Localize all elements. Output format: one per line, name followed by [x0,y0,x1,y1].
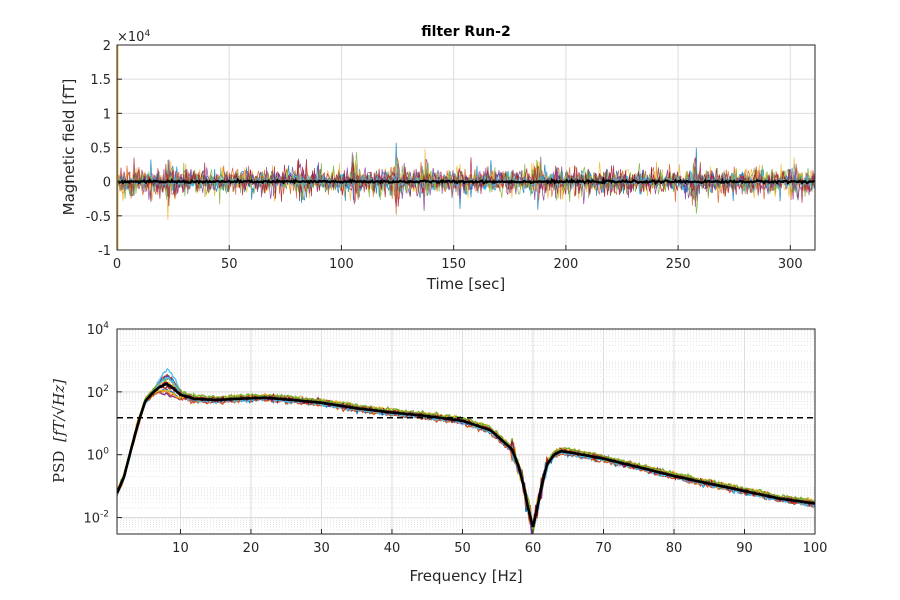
psd-x-tick-label-9: 100 [803,541,828,556]
psd-plot-frame [116,328,816,535]
psd-y-tick-label-3: 104 [87,321,110,338]
psd-y-tick-base: 10 [87,386,104,401]
psd-y-tick-power: 2 [103,384,109,394]
time-x-tick-label-1: 50 [221,257,238,272]
time-x-tick-label-3: 150 [441,257,466,272]
y-exponent-base: ×10 [117,30,144,45]
psd-y-tick-base: 10 [87,323,104,338]
time-x-tick-label-6: 300 [778,257,803,272]
time-y-tick-label-3: 0.5 [90,142,111,157]
time-y-axis-label: Magnetic field [fT] [60,79,78,216]
time-y-tick-label-4: 1 [103,107,111,122]
psd-x-tick-label-2: 30 [313,541,330,556]
psd-y-axis-label: PSD [fT/√Hz] [50,379,68,483]
psd-y-tick-label-1: 100 [87,447,110,464]
psd-x-tick-label-6: 70 [595,541,612,556]
psd-mean-trace [117,382,815,528]
chart-title: filter Run-2 [421,24,510,40]
psd-x-tick-label-8: 90 [736,541,753,556]
time-mean-trace [117,176,815,186]
psd-y-tick-label-2: 102 [87,384,109,401]
time-y-tick-label-5: 1.5 [90,73,111,88]
time-x-axis-label: Time [sec] [426,275,505,293]
psd-x-tick-label-3: 40 [384,541,401,556]
psd-y-tick-label-0: 10-2 [83,510,109,527]
psd-y-tick-power: 0 [103,447,109,457]
psd-y-tick-base: 10 [83,512,100,527]
time-plot-ticks: 0 50 100 150 200 250 300 -1 -0.5 0 0.5 1 1.5 2 [86,39,803,272]
psd-channel-trace-11 [117,377,815,533]
psd-y-tick-base: 10 [87,449,104,464]
psd-plot-background [117,329,815,534]
psd-y-axis-label-prefix: PSD [50,451,68,483]
time-y-tick-label-1: -0.5 [86,210,111,225]
y-exponent-power: 4 [144,29,150,39]
psd-x-axis-label: Frequency [Hz] [409,567,522,585]
psd-y-axis-label-units: [fT/√Hz] [50,379,68,442]
psd-x-tick-label-4: 50 [454,541,471,556]
psd-x-tick-label-5: 60 [525,541,542,556]
psd-plot-traces [117,367,815,534]
time-x-tick-label-2: 100 [329,257,354,272]
y-exponent-label: ×104 [117,29,150,45]
time-y-tick-label-6: 2 [103,39,111,54]
time-x-tick-label-4: 200 [553,257,578,272]
time-y-tick-label-0: -1 [98,244,111,259]
time-channel-trace-5 [117,151,815,214]
time-channel-trace-6 [117,157,815,207]
time-x-tick-label-5: 250 [666,257,691,272]
time-y-tick-label-2: 0 [103,176,111,191]
psd-x-tick-label-7: 80 [666,541,683,556]
time-x-tick-label-0: 0 [113,257,121,272]
psd-channel-trace-8 [117,390,815,531]
psd-x-tick-label-1: 20 [243,541,260,556]
psd-y-tick-power: -2 [100,510,109,520]
psd-y-tick-power: 4 [103,321,109,331]
time-series-panel: 0 50 100 150 200 250 300 -1 -0.5 0 0.5 1 1.5 2 filter… [60,24,816,293]
psd-x-tick-label-0: 10 [172,541,189,556]
